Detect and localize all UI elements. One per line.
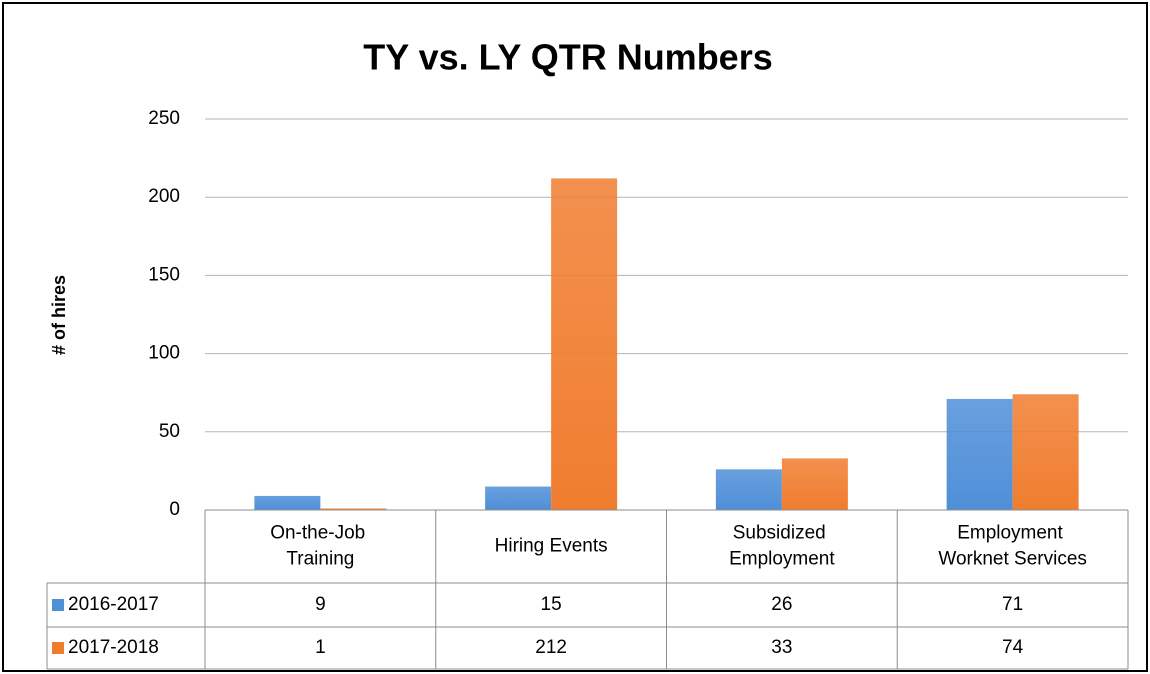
legend-swatch: [52, 642, 64, 654]
chart-title: TY vs. LY QTR Numbers: [363, 37, 772, 78]
x-tick-label: Employment Worknet Services: [938, 523, 1087, 570]
bar: [946, 398, 1013, 510]
table-value: 212: [535, 637, 567, 658]
table-value: 26: [771, 594, 792, 615]
bar: [781, 458, 848, 510]
bar: [320, 508, 387, 510]
table-value: 15: [541, 594, 562, 615]
y-tick-label: 150: [148, 264, 180, 285]
legend-swatch: [52, 599, 64, 611]
x-tick-label: On-the-Job Training: [270, 523, 370, 570]
table-value: 74: [1002, 637, 1024, 658]
table-value: 71: [1002, 594, 1023, 615]
x-tick-label: Subsidized Employment: [729, 523, 835, 570]
x-tick-label: Hiring Events: [495, 536, 608, 557]
legend-label: 2017-2018: [68, 637, 159, 658]
y-tick-label: 100: [148, 343, 180, 364]
y-tick-label: 50: [159, 421, 180, 442]
legend-label: 2016-2017: [68, 594, 159, 615]
bar: [485, 486, 552, 510]
y-axis-label: # of hires: [49, 275, 69, 355]
table-value: 33: [771, 637, 792, 658]
bar: [551, 178, 618, 510]
bar: [715, 469, 782, 510]
y-tick-label: 250: [148, 108, 180, 129]
table-value: 1: [315, 637, 326, 658]
y-tick-label: 200: [148, 186, 180, 207]
bar: [254, 495, 321, 510]
table-value: 9: [315, 594, 326, 615]
y-tick-label: 0: [169, 499, 180, 520]
bar: [1012, 394, 1079, 510]
